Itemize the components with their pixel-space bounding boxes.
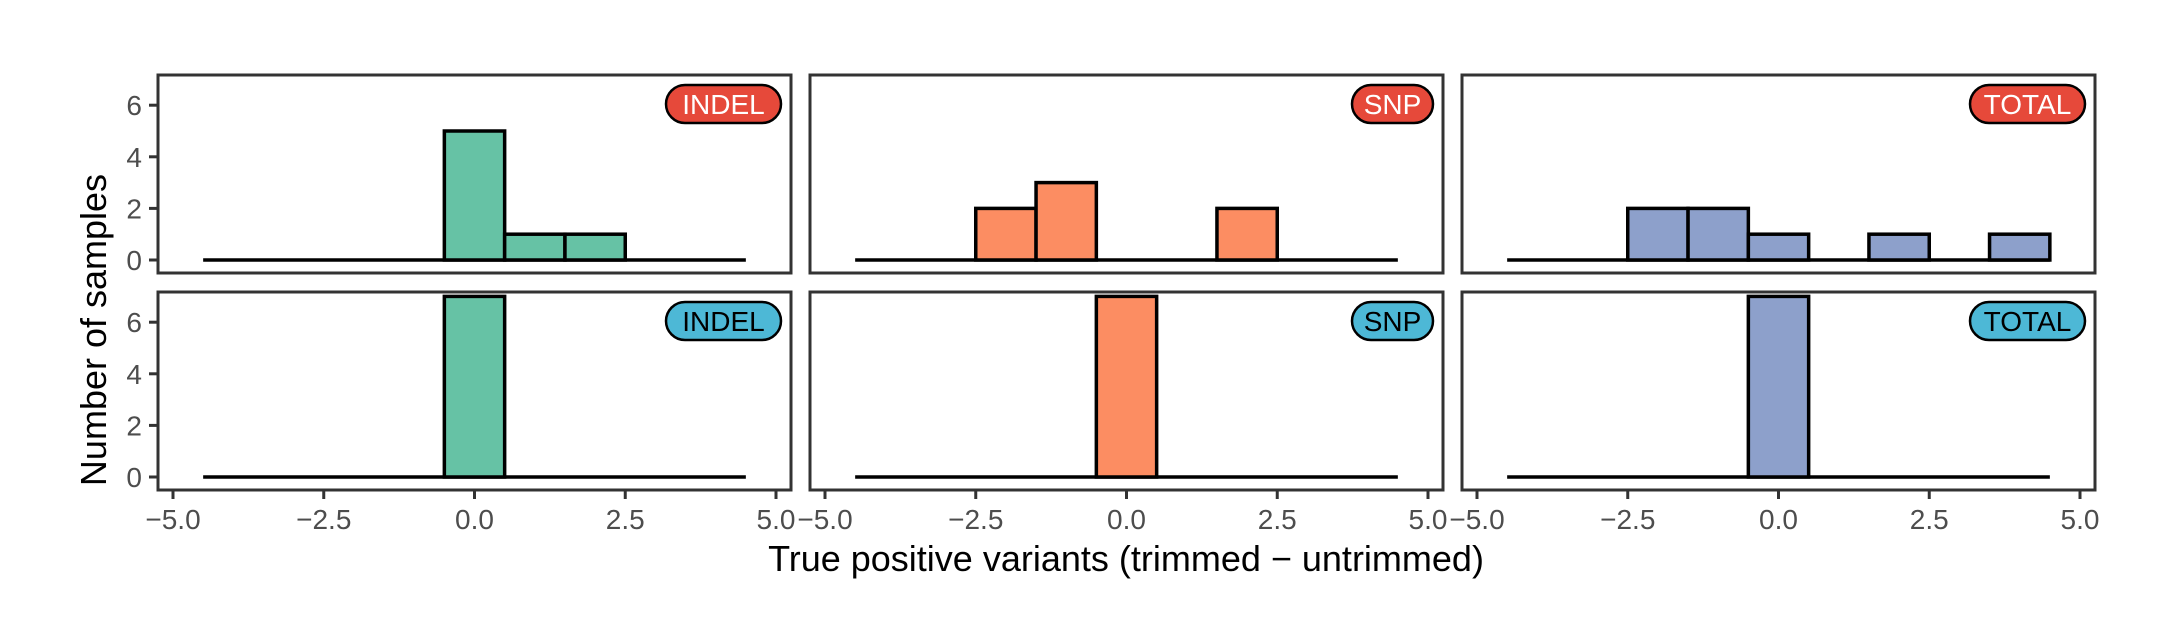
histogram-bar [442, 294, 507, 479]
facet-label: INDEL [682, 89, 764, 120]
facet-label: SNP [1364, 306, 1422, 337]
x-tick-label: −2.5 [948, 504, 1003, 535]
histogram-bar [1094, 294, 1159, 479]
histogram-bar [1215, 206, 1279, 262]
x-tick-label: −5.0 [797, 504, 852, 535]
histogram-bar [1746, 294, 1811, 479]
y-axes: 0 2 4 6 0 2 4 6 [126, 75, 160, 493]
histogram-bar [1867, 232, 1931, 262]
facet-badge [664, 83, 783, 125]
facet-label: SNP [1364, 89, 1422, 120]
y-tick-label: 2 [126, 193, 142, 224]
facet-panel-2-indel: INDEL [156, 290, 793, 492]
x-tick-label: 5.0 [2061, 504, 2100, 535]
y-tick-label: 6 [126, 307, 142, 338]
histogram-bar [442, 129, 507, 262]
histogram-bar [1034, 180, 1099, 262]
facet-panel-1-indel: INDEL [156, 73, 793, 275]
facet-panel-1-snp: SNP [808, 73, 1445, 275]
x-tick-label: 5.0 [1409, 504, 1448, 535]
histogram-bar [1746, 232, 1811, 262]
x-tick-label: −5.0 [1449, 504, 1504, 535]
panel-border [1460, 73, 2097, 275]
facet-badge [1350, 83, 1435, 125]
y-tick-label: 0 [126, 462, 142, 493]
facet-panels: INDEL SNP TOTAL INDEL SNP TOTAL [156, 73, 2097, 492]
facet-label: TOTAL [1984, 306, 2072, 337]
x-tick-label: 2.5 [606, 504, 645, 535]
histogram-bar [974, 206, 1038, 262]
x-tick-label: 5.0 [757, 504, 796, 535]
x-tick-label: 2.5 [1910, 504, 1949, 535]
facet-badge [1968, 300, 2087, 342]
x-tick-label: −5.0 [145, 504, 200, 535]
histogram-bar [563, 232, 628, 262]
histogram-bar [1686, 206, 1751, 262]
y-tick-label: 0 [126, 245, 142, 276]
facet-label: TOTAL [1984, 89, 2072, 120]
facet-panel-2-total: TOTAL [1460, 290, 2097, 492]
facet-panel-1-total: TOTAL [1460, 73, 2097, 275]
facet-badge [1968, 83, 2087, 125]
facet-panel-2-snp: SNP [808, 290, 1445, 492]
histogram-bar [1987, 232, 2052, 262]
panel-border [808, 73, 1445, 275]
y-tick-label: 2 [126, 410, 142, 441]
x-tick-label: 2.5 [1258, 504, 1297, 535]
facet-badge [1350, 300, 1435, 342]
facet-badge [664, 300, 783, 342]
y-tick-label: 4 [126, 142, 142, 173]
histogram-bar [1626, 206, 1690, 262]
y-axis-title: Number of samples [73, 174, 114, 486]
facet-label: INDEL [682, 306, 764, 337]
y-tick-label: 4 [126, 359, 142, 390]
x-tick-label: 0.0 [455, 504, 494, 535]
y-tick-label: 6 [126, 90, 142, 121]
x-axis-title: True positive variants (trimmed − untrim… [768, 538, 1484, 579]
x-tick-label: −2.5 [296, 504, 351, 535]
x-tick-label: 0.0 [1759, 504, 1798, 535]
histogram-bar [502, 232, 567, 262]
x-tick-label: 0.0 [1107, 504, 1146, 535]
x-axes: −5.0 −2.5 0.0 2.5 5.0 −5.0 −2.5 0.0 2.5 5.0 −5.0 −2… [145, 490, 2099, 535]
x-tick-label: −2.5 [1600, 504, 1655, 535]
